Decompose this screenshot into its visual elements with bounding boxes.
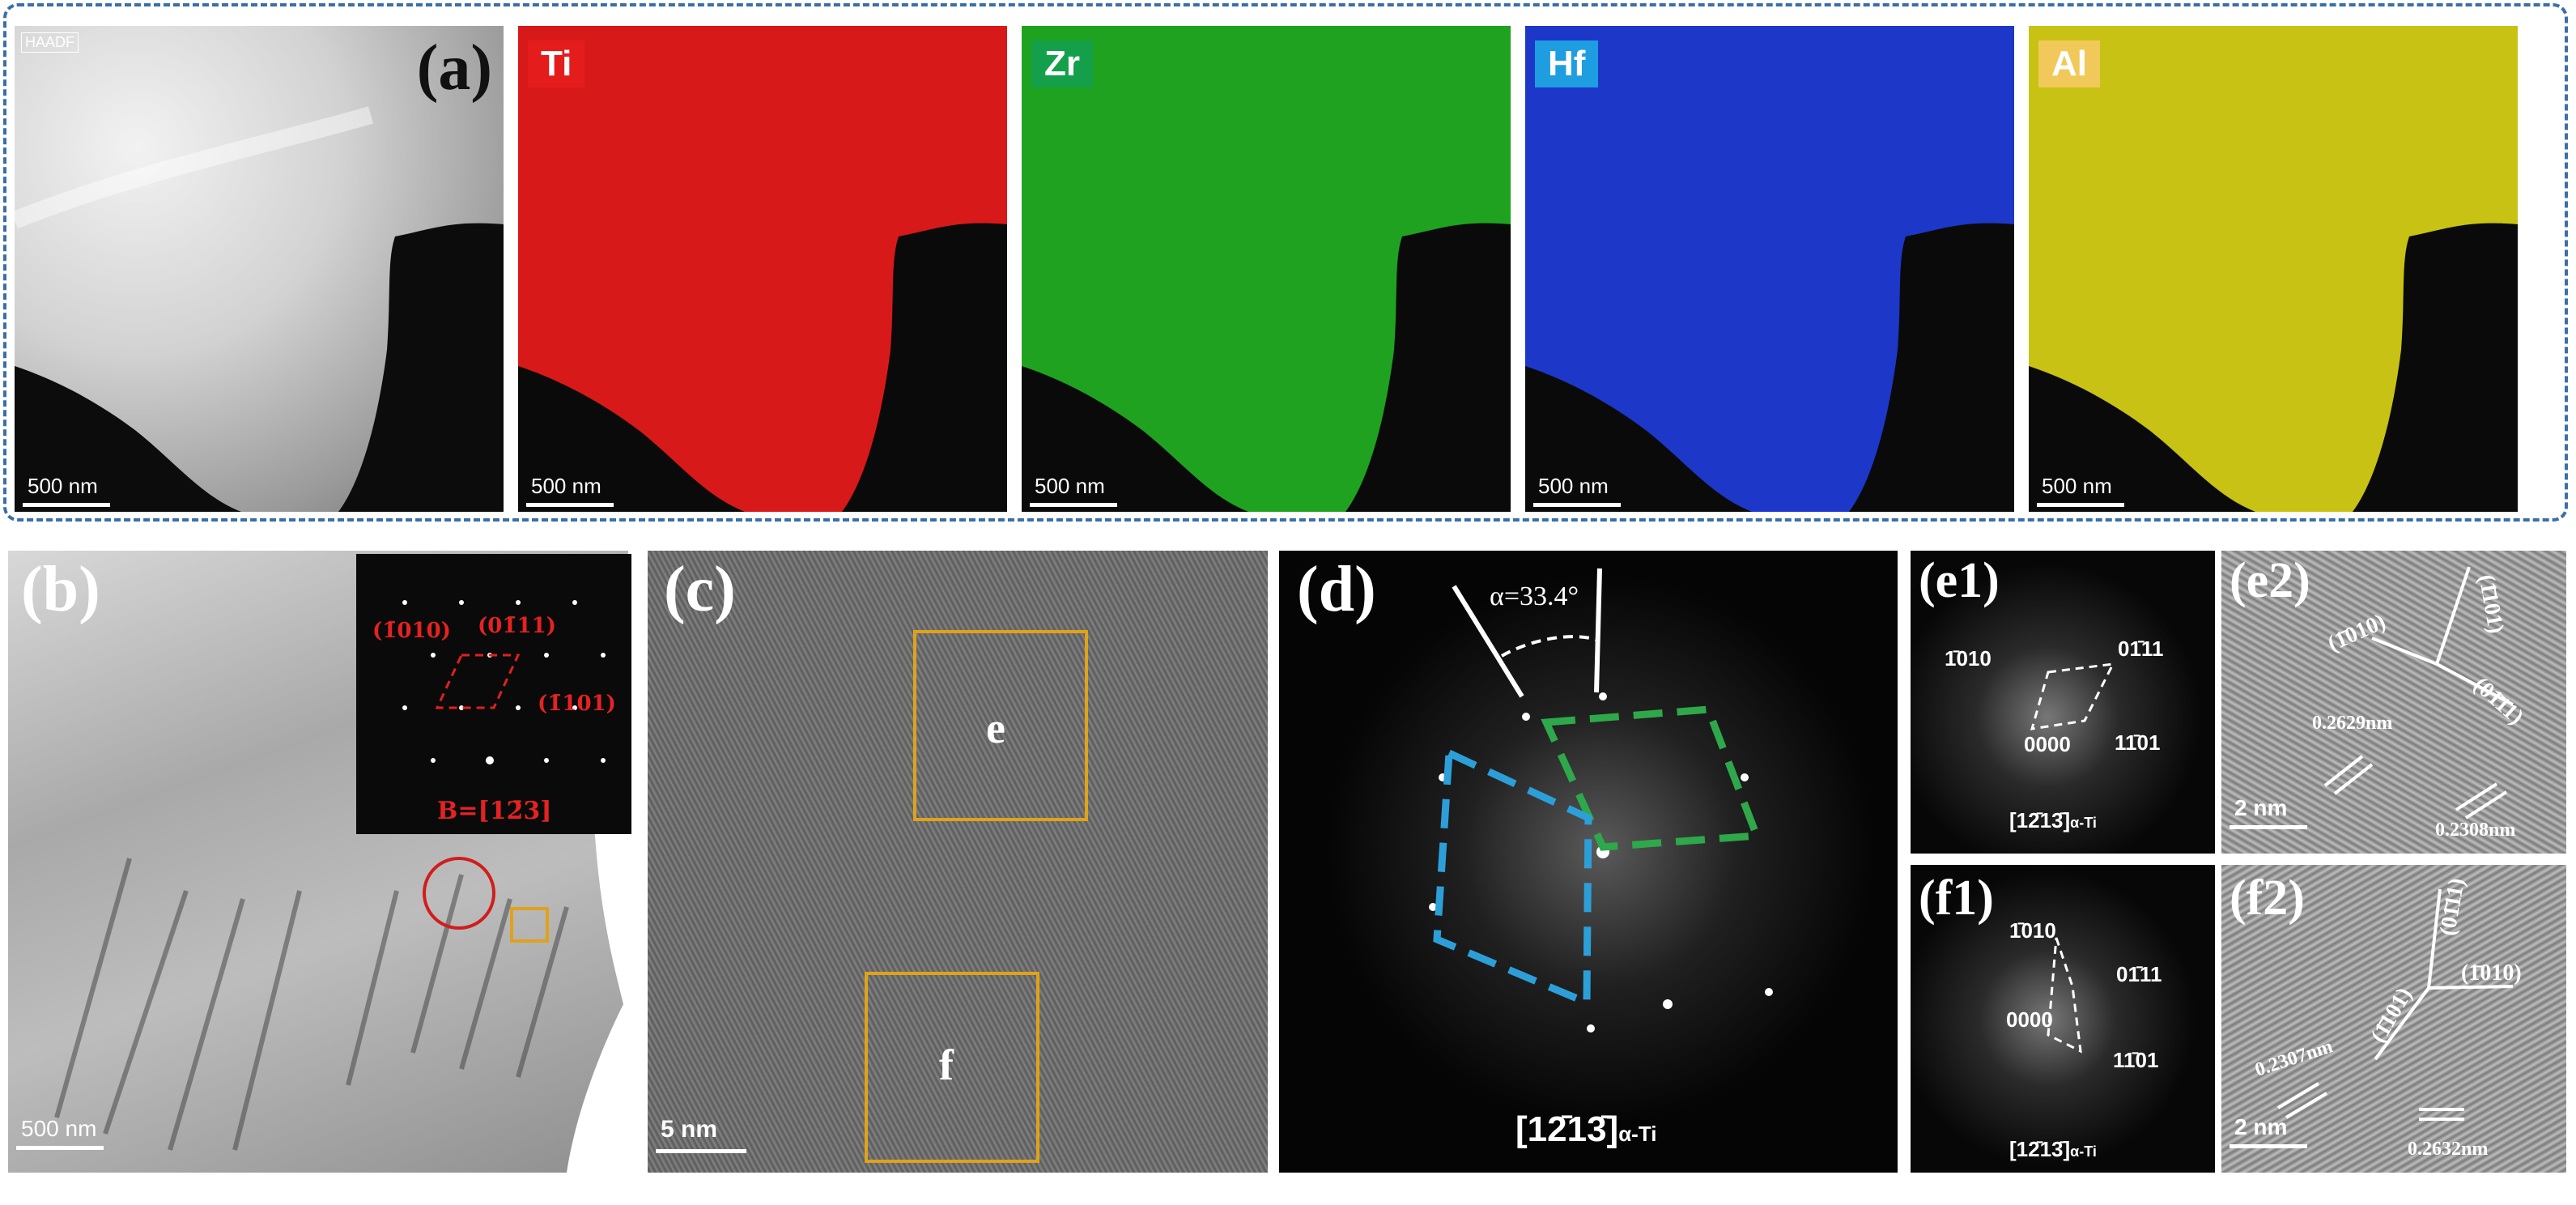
fft-spot-0111: 01̄11 [2116, 962, 2162, 986]
haadf-image: HAADF (a) 500 nm [15, 26, 504, 512]
scale-bar [16, 1146, 104, 1150]
scale-label: 500 nm [531, 474, 601, 498]
angle-label: α=33.4° [1490, 581, 1579, 611]
scale-bar [23, 503, 110, 507]
saed-spot-1010: (1̄010) [372, 619, 451, 643]
panel-d-image: (d) α=33.4° [12̄13̄]α-Ti [1279, 551, 1898, 1173]
haadf-label: HAADF [21, 32, 79, 53]
element-tag: Al [2038, 40, 2100, 87]
scale-label: 2 nm [2234, 795, 2288, 820]
scale-label: 500 nm [1035, 474, 1105, 498]
saed-spot-0111: (01̄11) [478, 614, 556, 638]
panel-a-frame [3, 3, 2568, 522]
region-box-f [865, 972, 1039, 1163]
fft-spot-1101: 11̄01 [2113, 1048, 2159, 1072]
element-tag: Ti [528, 40, 585, 87]
fft-zone-axis: [12̄13̄]α-Ti [2009, 808, 2097, 833]
panel-d-label: (d) [1297, 554, 1376, 625]
panel-c-label: (c) [664, 554, 736, 625]
saed-spot-1101: (1̄101) [538, 692, 616, 716]
fft-spot-0111: 01̄11 [2118, 637, 2164, 661]
scale-label: 2 nm [2234, 1114, 2288, 1139]
fft-spot-1010: 1̄010 [2009, 918, 2056, 943]
scale-bar [1533, 503, 1621, 507]
fft-zone-axis: [12̄13̄]α-Ti [2009, 1137, 2097, 1162]
element-map-ti: Ti 500 nm [518, 26, 1007, 512]
fft-spot-0000: 0000 [2024, 732, 2071, 756]
scale-bar [526, 503, 614, 507]
panel-f1-label: (f1) [1919, 871, 1994, 926]
fft-zone-phase: α-Ti [2070, 1143, 2097, 1160]
scale-bar [2037, 503, 2124, 507]
fft-spot-1010: 1̄010 [1945, 646, 1992, 671]
panel-e1-image: (e1) 1̄010 01̄11 0000 11̄01 [12̄13̄]α-Ti [1911, 551, 2215, 854]
scale-label: 5 nm [661, 1116, 718, 1143]
scale-bar [1030, 503, 1117, 507]
d-spacing-2: 0.2632nm [2408, 1139, 2489, 1160]
element-tag: Hf [1535, 40, 1599, 87]
panel-c-image: (c) e f 5 nm [648, 551, 1268, 1173]
saed-inset: (1̄010) (01̄11) (1̄101) B=[12̄3] [356, 554, 631, 834]
scale-bar [2230, 1144, 2307, 1148]
selected-area-circle [423, 857, 495, 930]
fft-spot-1101: 11̄01 [2115, 730, 2161, 755]
panel-f2-label: (f2) [2230, 871, 2305, 926]
region-box-e [913, 630, 1088, 821]
element-tag: Zr [1031, 40, 1093, 87]
panel-b-label: (b) [21, 554, 100, 625]
fft-zone-phase: α-Ti [2070, 815, 2097, 831]
scale-bar [656, 1149, 746, 1153]
saed-zone-axis: B=[12̄3] [437, 797, 552, 825]
zone-axis-index: [12̄13̄] [1515, 1109, 1619, 1149]
fft-spot-0000: 0000 [2006, 1007, 2053, 1032]
scale-label: 500 nm [21, 1116, 97, 1141]
zone-axis-phase: α-Ti [1618, 1122, 1657, 1146]
region-label-e: e [986, 704, 1005, 752]
region-label-f: f [939, 1041, 954, 1089]
panel-a-label: (a) [416, 32, 492, 104]
panel-f2-image: (f2) (01̄11) (1̄101) (1̄010) 0.2307nm 0.… [2221, 865, 2566, 1173]
zone-axis-label: [12̄13̄]α-Ti [1515, 1109, 1656, 1150]
scale-bar [2230, 825, 2307, 829]
panel-f1-image: (f1) 1̄010 01̄11 0000 11̄01 [12̄13̄]α-Ti [1911, 865, 2215, 1173]
d-spacing-2: 0.2308nm [2435, 820, 2516, 841]
scale-label: 500 nm [2042, 474, 2112, 498]
fft-zone-index: [12̄13̄] [2009, 1137, 2071, 1161]
d-spacing-1: 0.2629nm [2312, 713, 2393, 734]
scale-label: 500 nm [28, 474, 98, 498]
scale-label: 500 nm [1538, 474, 1609, 498]
fft-zone-index: [12̄13̄] [2009, 808, 2071, 832]
hrtem-region-box [510, 907, 549, 943]
element-map-al: Al 500 nm [2029, 26, 2518, 512]
plane-label-3: (1̄010) [2461, 960, 2522, 986]
panel-e2-label: (e2) [2230, 553, 2310, 608]
element-map-zr: Zr 500 nm [1022, 26, 1511, 512]
panel-e2-image: (e2) (1̄101) (1̄010) (01̄11) 0.2629nm 0.… [2221, 551, 2566, 854]
element-map-hf: Hf 500 nm [1525, 26, 2014, 512]
panel-e1-label: (e1) [1919, 553, 2000, 608]
